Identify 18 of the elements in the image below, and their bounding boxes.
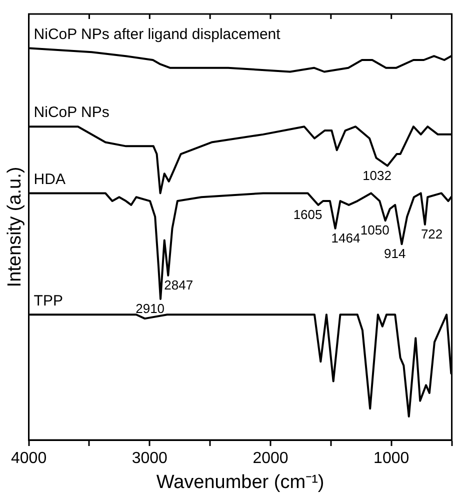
annotation: 2910 — [136, 301, 165, 316]
annotation: 1605 — [293, 207, 322, 222]
x-tick-label: 1000 — [374, 450, 410, 468]
x-axis-title: Wavenumber (cm⁻¹) — [156, 472, 324, 493]
series-label: NiCoP NPs — [34, 104, 110, 122]
series-label: HDA — [34, 170, 66, 188]
annotation: 1464 — [331, 230, 360, 246]
x-tick-label: 2000 — [252, 450, 288, 468]
y-axis-title: Intensity (a.u.) — [4, 166, 26, 288]
x-tick-label: 4000 — [11, 450, 47, 468]
legend-label: NiCoP NPs after ligand displacement — [34, 26, 282, 43]
annotation: 1050 — [360, 222, 390, 238]
annotation: 2847 — [164, 278, 194, 293]
annotation: 722 — [420, 226, 443, 242]
x-tick-label: 3000 — [132, 450, 168, 468]
series-label: TPP — [34, 292, 63, 310]
annotation: 914 — [384, 246, 406, 262]
annotation: 1032 — [362, 168, 392, 183]
